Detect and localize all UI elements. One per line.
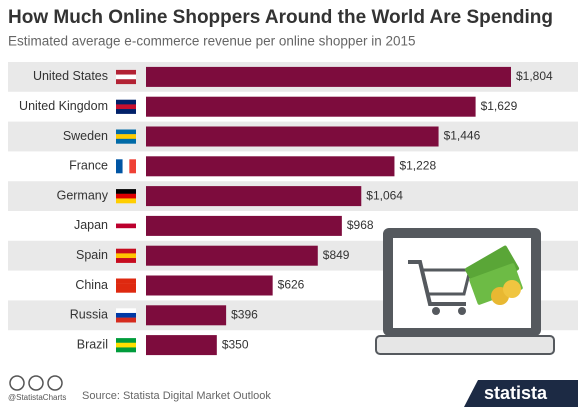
flag (122, 159, 130, 174)
flag (116, 109, 136, 114)
value-label: $1,064 (366, 188, 403, 202)
handle: @StatistaCharts (8, 393, 66, 402)
flag (129, 159, 136, 174)
flag (116, 129, 136, 135)
flag (116, 308, 136, 314)
brand: statista (484, 383, 548, 403)
flag (116, 159, 123, 174)
value-label: $1,804 (516, 69, 553, 83)
flag (116, 342, 136, 348)
flag (116, 99, 136, 105)
flag (116, 248, 136, 254)
flag (116, 189, 136, 194)
bar (146, 275, 273, 296)
category-label: Russia (70, 308, 108, 322)
value-label: $1,629 (481, 99, 518, 113)
bar (146, 156, 395, 177)
bar (146, 245, 318, 266)
category-label: United Kingdom (19, 99, 108, 113)
brand-bg (464, 380, 578, 407)
flag (116, 287, 136, 293)
value-label: $849 (323, 248, 350, 262)
bar (146, 215, 342, 236)
category-label: China (75, 278, 108, 292)
bar (146, 126, 439, 147)
flag (116, 258, 136, 263)
bar (146, 186, 362, 207)
flag (116, 338, 136, 343)
source: Source: Statista Digital Market Outlook (82, 390, 271, 402)
value-label: $396 (231, 307, 258, 321)
flag (116, 228, 136, 234)
category-label: France (69, 159, 108, 173)
value-label: $1,228 (399, 158, 436, 172)
flag (116, 218, 136, 224)
flag (116, 347, 136, 353)
flag (116, 138, 136, 144)
flag (116, 193, 136, 199)
flag (116, 283, 136, 289)
flag (116, 278, 136, 284)
flag (116, 74, 136, 80)
flag (116, 223, 136, 229)
license-icons (9, 375, 63, 391)
flag (116, 317, 136, 323)
chart-subtitle: Estimated average e-commerce revenue per… (8, 34, 416, 49)
category-label: Japan (74, 218, 108, 232)
bar (146, 335, 217, 356)
bar (146, 305, 227, 326)
value-label: $626 (278, 278, 305, 292)
flag (116, 69, 136, 75)
category-label: Sweden (63, 129, 108, 143)
laptop-illustration (375, 228, 555, 355)
category-label: United States (33, 69, 108, 83)
category-label: Spain (76, 248, 108, 262)
category-label: Brazil (77, 337, 108, 351)
bar (146, 66, 511, 87)
flag (116, 312, 136, 318)
value-label: $350 (222, 337, 249, 351)
flag (116, 253, 136, 259)
flag (116, 198, 136, 204)
flag (116, 104, 136, 110)
category-label: Germany (57, 188, 109, 202)
value-label: $968 (347, 218, 374, 232)
flag (116, 134, 136, 140)
value-label: $1,446 (444, 129, 481, 143)
chart-title: How Much Online Shoppers Around the Worl… (8, 7, 553, 28)
bar (146, 96, 476, 117)
flag (116, 79, 136, 85)
